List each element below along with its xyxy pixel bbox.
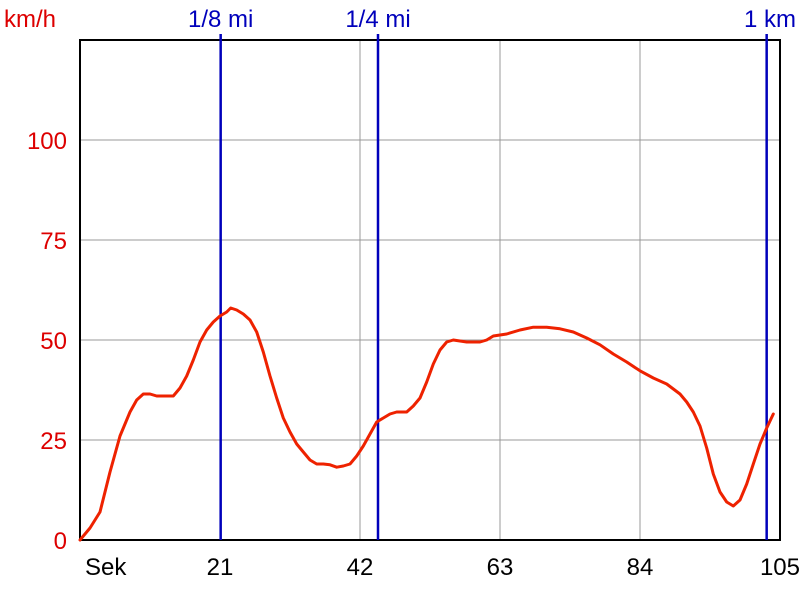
- y-tick-labels: 0 25 50 75 100: [27, 128, 67, 555]
- x-tick-label: 105: [760, 554, 800, 581]
- y-tick-label: 0: [54, 528, 67, 555]
- distance-markers: 1/8 mi 1/4 mi 1 km: [188, 6, 796, 540]
- y-tick-label: 25: [40, 428, 67, 455]
- x-tick-label: 63: [487, 554, 514, 581]
- grid-lines: [80, 40, 780, 540]
- x-tick-label: 21: [207, 554, 234, 581]
- x-tick-label: 84: [627, 554, 654, 581]
- y-tick-label: 50: [40, 328, 67, 355]
- speed-series-line: [78, 306, 775, 542]
- x-axis-label: Sek: [85, 554, 127, 581]
- distance-marker-label: 1/4 mi: [345, 6, 410, 33]
- distance-marker-label: 1 km: [744, 6, 796, 33]
- distance-marker-label: 1/8 mi: [188, 6, 253, 33]
- y-tick-label: 75: [40, 228, 67, 255]
- x-tick-label: 42: [347, 554, 374, 581]
- x-tick-labels: 21 42 63 84 105: [207, 554, 800, 581]
- y-tick-label: 100: [27, 128, 67, 155]
- y-axis-label: km/h: [4, 6, 56, 33]
- plot-frame: [79, 39, 781, 541]
